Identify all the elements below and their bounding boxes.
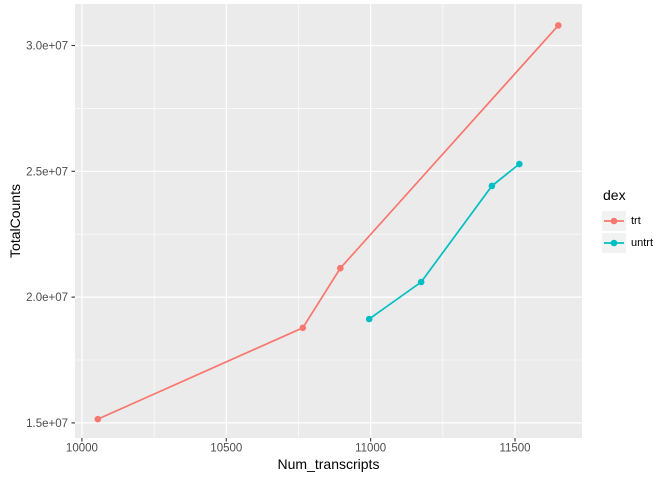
y-tick-label: 1.5e+07 [26, 418, 68, 430]
legend-items: trt untrt [602, 211, 653, 253]
x-axis-title: Num_transcripts [278, 456, 380, 472]
y-tick-label: 2.5e+07 [26, 166, 68, 178]
data-point-untrt [516, 160, 523, 168]
data-point-trt [555, 22, 562, 29]
data-point-untrt [365, 315, 373, 323]
panel-background [75, 4, 582, 438]
legend-key-glyph-icon [604, 239, 624, 247]
x-tick-label: 10000 [66, 443, 98, 455]
x-tick-label: 11000 [355, 443, 386, 455]
data-point-trt [337, 264, 344, 272]
legend-title: dex [603, 187, 626, 203]
x-tick-label: 11500 [499, 443, 530, 455]
data-point-untrt [488, 182, 496, 190]
data-point-trt [299, 324, 307, 332]
series-line-trt [97, 24, 559, 420]
x-tick-label: 10500 [210, 443, 242, 455]
legend-key-glyph-icon [604, 217, 624, 225]
y-axis-title: TotalCounts [7, 184, 23, 258]
data-point-trt [94, 415, 102, 423]
legend-key-untrt [602, 233, 626, 253]
legend-label-untrt: untrt [631, 237, 654, 249]
legend-item-trt: trt [602, 211, 653, 231]
y-tick-label: 3.0e+07 [26, 41, 68, 53]
legend-item-untrt: untrt [602, 233, 653, 253]
y-tick-label: 2.0e+07 [26, 292, 68, 304]
legend-label-trt: trt [631, 215, 641, 227]
data-point-untrt [417, 278, 425, 286]
series-line-untrt [368, 163, 520, 320]
legend-key-trt [602, 211, 626, 231]
legend: dex trt untrt [602, 187, 653, 255]
